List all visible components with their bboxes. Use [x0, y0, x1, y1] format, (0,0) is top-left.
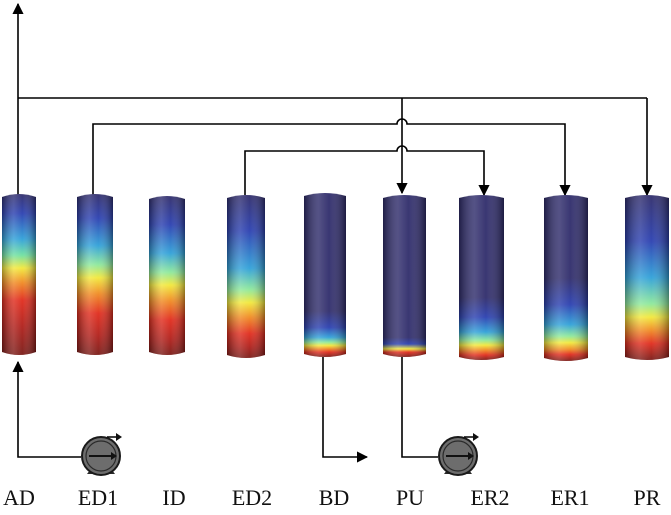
label-ER2: ER2 — [470, 485, 510, 510]
label-PR: PR — [633, 485, 661, 510]
label-ID: ID — [162, 485, 186, 510]
ed1-to-er1-line — [92, 118, 571, 197]
label-ED1: ED1 — [77, 485, 119, 510]
label-PU: PU — [395, 485, 425, 510]
label-AD: AD — [3, 485, 35, 510]
ed2-to-er2-line — [244, 145, 490, 197]
column-PR — [625, 195, 669, 360]
adsorber-columns — [2, 193, 669, 361]
pu-purge-line — [401, 357, 438, 458]
column-BD — [304, 193, 346, 357]
column-ER1 — [544, 195, 588, 361]
flow-lines — [12, 2, 653, 463]
label-BD: BD — [318, 485, 350, 510]
pump-icon — [438, 433, 479, 476]
column-ED2 — [227, 195, 265, 358]
column-ED1 — [77, 194, 113, 355]
label-ER1: ER1 — [550, 485, 590, 510]
column-AD — [2, 194, 36, 355]
pump-icon — [81, 433, 122, 476]
column-ID — [149, 196, 185, 355]
bd-exhaust-line — [322, 357, 369, 463]
feed-line — [12, 360, 81, 458]
column-PU — [383, 195, 426, 357]
column-ER2 — [459, 195, 504, 360]
label-ED2: ED2 — [231, 485, 273, 510]
